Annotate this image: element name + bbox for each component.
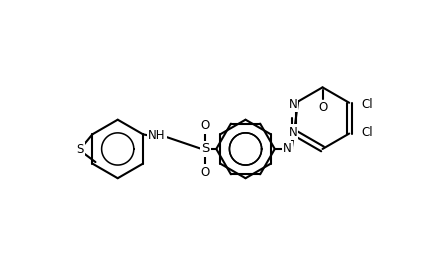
Text: O: O <box>201 119 210 132</box>
Text: N: N <box>288 126 297 139</box>
Text: Cl: Cl <box>362 98 374 111</box>
Text: S: S <box>201 143 210 155</box>
Text: O: O <box>201 165 210 178</box>
Text: Cl: Cl <box>362 126 374 139</box>
Text: S: S <box>76 143 84 156</box>
Text: NH: NH <box>148 129 166 142</box>
Text: N: N <box>283 143 291 155</box>
Text: O: O <box>318 101 327 114</box>
Text: N: N <box>288 98 297 111</box>
